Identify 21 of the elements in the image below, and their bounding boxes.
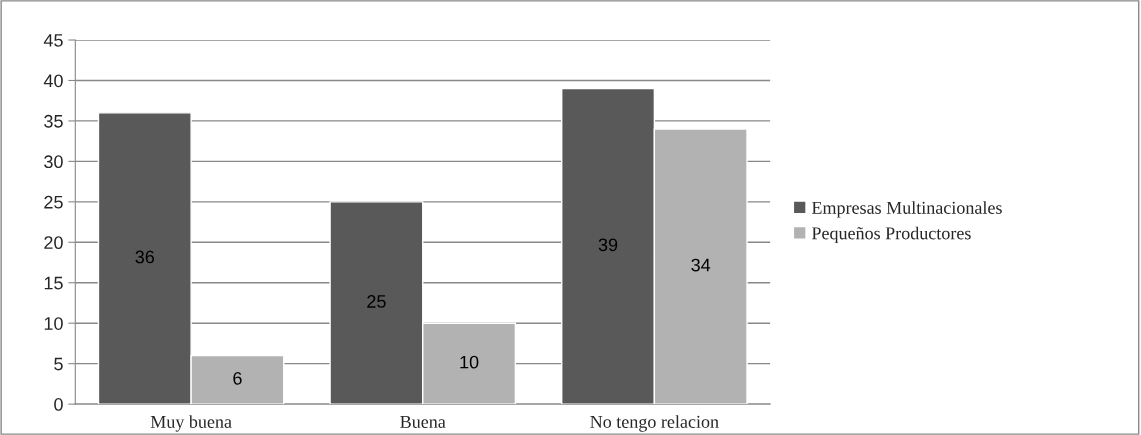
legend-label: Pequeños Productores (811, 226, 971, 244)
x-tick-label: Muy buena (150, 415, 232, 432)
x-tick-label: No tengo relacion (590, 415, 719, 432)
legend-label: Empresas Multinacionales (811, 201, 1002, 218)
y-tick-label: 0 (54, 398, 63, 411)
data-label: 34 (691, 258, 711, 272)
y-tick-label: 15 (44, 276, 63, 290)
y-tick-label: 20 (44, 236, 63, 250)
data-label: 25 (367, 295, 386, 308)
y-tick-label: 40 (43, 74, 63, 88)
y-tick-label: 5 (54, 357, 63, 371)
y-tick-label: 35 (44, 114, 63, 128)
data-label: 39 (598, 238, 618, 252)
data-label: 36 (135, 250, 155, 264)
y-tick-label: 10 (44, 317, 63, 330)
y-tick-label: 45 (43, 34, 63, 47)
data-label: 6 (233, 371, 242, 385)
y-tick-label: 30 (44, 155, 63, 169)
x-tick-label: Buena (400, 415, 446, 428)
data-label: 10 (460, 355, 479, 369)
y-tick-label: 25 (44, 195, 63, 209)
